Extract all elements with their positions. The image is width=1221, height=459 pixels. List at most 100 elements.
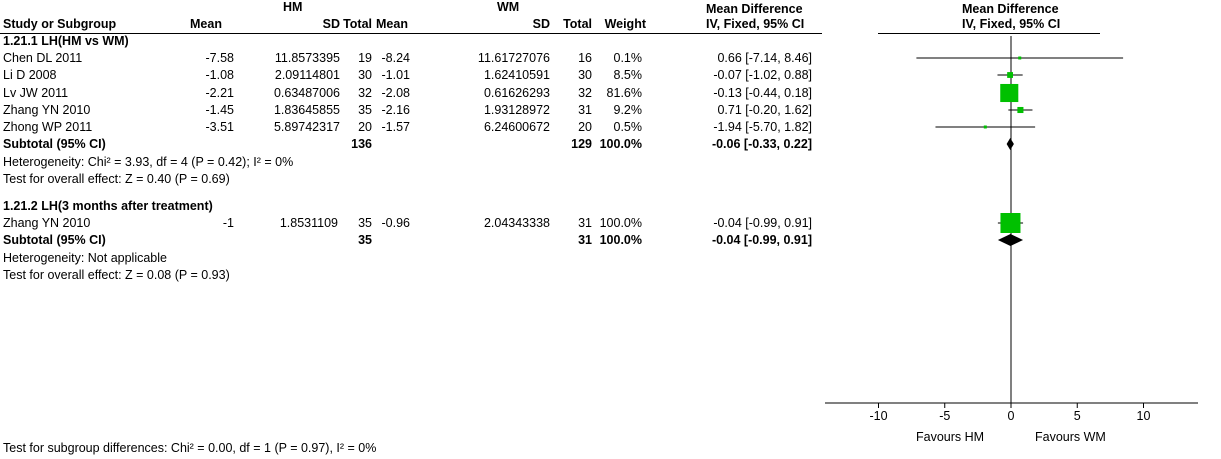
subtotal-label: Subtotal (95% CI) (3, 233, 106, 247)
sd1: 11.8573395 (274, 51, 340, 65)
mean1: -1 (222, 216, 234, 230)
weight: 9.2% (613, 103, 643, 117)
header-group2: WM (497, 0, 520, 14)
header-plot-sub: IV, Fixed, 95% CI (962, 17, 1061, 31)
total1: 35 (358, 216, 372, 230)
x-tick-label: 0 (1008, 409, 1015, 423)
subtotal-total1: 136 (351, 137, 372, 151)
total1: 30 (358, 68, 372, 82)
subtotal-diamond (1006, 138, 1014, 150)
x-tick-label: 5 (1074, 409, 1081, 423)
col-sd1: SD (322, 17, 340, 31)
favours-right-label: Favours WM (1035, 430, 1106, 444)
total2: 32 (578, 86, 592, 100)
mean2: -1.57 (381, 120, 411, 134)
mean2: -2.16 (381, 103, 411, 117)
mean1: -1.08 (205, 68, 235, 82)
study-name: Zhang YN 2010 (3, 216, 91, 230)
sd1: 1.83645855 (273, 103, 340, 117)
header-md-sub: IV, Fixed, 95% CI (706, 17, 805, 31)
mean2: -2.08 (381, 86, 411, 100)
sd1: 2.09114801 (274, 68, 340, 82)
subtotal-total1: 35 (358, 233, 372, 247)
sd2: 11.61727076 (477, 51, 550, 65)
col-mean2: Mean (376, 17, 408, 31)
subtotal-diamond (997, 234, 1024, 246)
study-marker (1000, 213, 1021, 233)
total1: 20 (358, 120, 372, 134)
mean1: -1.45 (205, 103, 235, 117)
col-study: Study or Subgroup (3, 17, 117, 31)
sd2: 0.61626293 (483, 86, 550, 100)
subtotal-ci: -0.04 [-0.99, 0.91] (711, 233, 812, 247)
study-marker (1007, 72, 1013, 78)
heterogeneity: Heterogeneity: Not applicable (3, 251, 167, 265)
overall-effect: Test for overall effect: Z = 0.08 (P = 0… (3, 268, 230, 282)
header-plot-title: Mean Difference (962, 2, 1059, 16)
subtotal-total2: 129 (571, 137, 592, 151)
weight: 8.5% (613, 68, 643, 82)
ci: 0.66 [-7.14, 8.46] (717, 51, 812, 65)
sd1: 0.63487006 (273, 86, 340, 100)
sd2: 1.93128972 (483, 103, 550, 117)
study-marker (1017, 106, 1024, 114)
total2: 31 (578, 103, 592, 117)
x-tick-label: -10 (869, 409, 887, 423)
total2: 16 (578, 51, 592, 65)
study-marker (983, 125, 987, 129)
subtotal-label: Subtotal (95% CI) (3, 137, 106, 151)
ci: -0.04 [-0.99, 0.91] (713, 216, 812, 230)
overall-effect: Test for overall effect: Z = 0.40 (P = 0… (3, 172, 230, 186)
subtotal-weight: 100.0% (599, 137, 642, 151)
study-name: Lv JW 2011 (3, 86, 69, 100)
total1: 32 (358, 86, 372, 100)
ci: -0.07 [-1.02, 0.88] (713, 68, 812, 82)
x-tick-label: -5 (939, 409, 950, 423)
total1: 19 (358, 51, 372, 65)
study-marker (1000, 83, 1019, 103)
ci: -0.13 [-0.44, 0.18] (713, 86, 812, 100)
ci: 0.71 [-0.20, 1.62] (717, 103, 812, 117)
weight: 0.5% (613, 120, 643, 134)
mean1: -7.58 (205, 51, 235, 65)
weight: 100.0% (599, 216, 642, 230)
subgroup-title: 1.21.2 LH(3 months after treatment) (3, 199, 213, 213)
study-marker (1018, 56, 1022, 60)
study-name: Zhong WP 2011 (3, 120, 93, 134)
col-weight: Weight (604, 17, 646, 31)
subtotal-total2: 31 (578, 233, 592, 247)
ci: -1.94 [-5.70, 1.82] (713, 120, 812, 134)
favours-left-label: Favours HM (916, 430, 985, 444)
sd2: 2.04343338 (483, 216, 550, 230)
total2: 30 (578, 68, 592, 82)
header-rule-table (0, 33, 822, 34)
col-sd2: SD (532, 17, 550, 31)
sd2: 1.62410591 (483, 68, 550, 82)
sd1: 1.8531109 (279, 216, 338, 230)
subtotal-weight: 100.0% (599, 233, 642, 247)
total1: 35 (358, 103, 372, 117)
study-name: Li D 2008 (3, 68, 57, 82)
subgroup-differences: Test for subgroup differences: Chi² = 0.… (3, 441, 377, 455)
study-name: Zhang YN 2010 (3, 103, 91, 117)
mean1: -2.21 (205, 86, 235, 100)
col-mean1: Mean (190, 17, 222, 31)
weight: 81.6% (606, 86, 642, 100)
header-rule-plot (878, 33, 1100, 34)
total2: 20 (578, 120, 592, 134)
mean2: -1.01 (381, 68, 411, 82)
weight: 0.1% (613, 51, 643, 65)
mean1: -3.51 (205, 120, 235, 134)
header-group1: HM (283, 0, 303, 14)
sd1: 5.89742317 (273, 120, 340, 134)
subtotal-ci: -0.06 [-0.33, 0.22] (711, 137, 812, 151)
total2: 31 (578, 216, 592, 230)
x-tick-label: 10 (1137, 409, 1151, 423)
header-md-title: Mean Difference (706, 2, 803, 16)
subgroup-title: 1.21.1 LH(HM vs WM) (3, 34, 129, 48)
sd2: 6.24600672 (483, 120, 550, 134)
col-total1: Total (343, 17, 372, 31)
heterogeneity: Heterogeneity: Chi² = 3.93, df = 4 (P = … (3, 155, 294, 169)
mean2: -8.24 (381, 51, 411, 65)
